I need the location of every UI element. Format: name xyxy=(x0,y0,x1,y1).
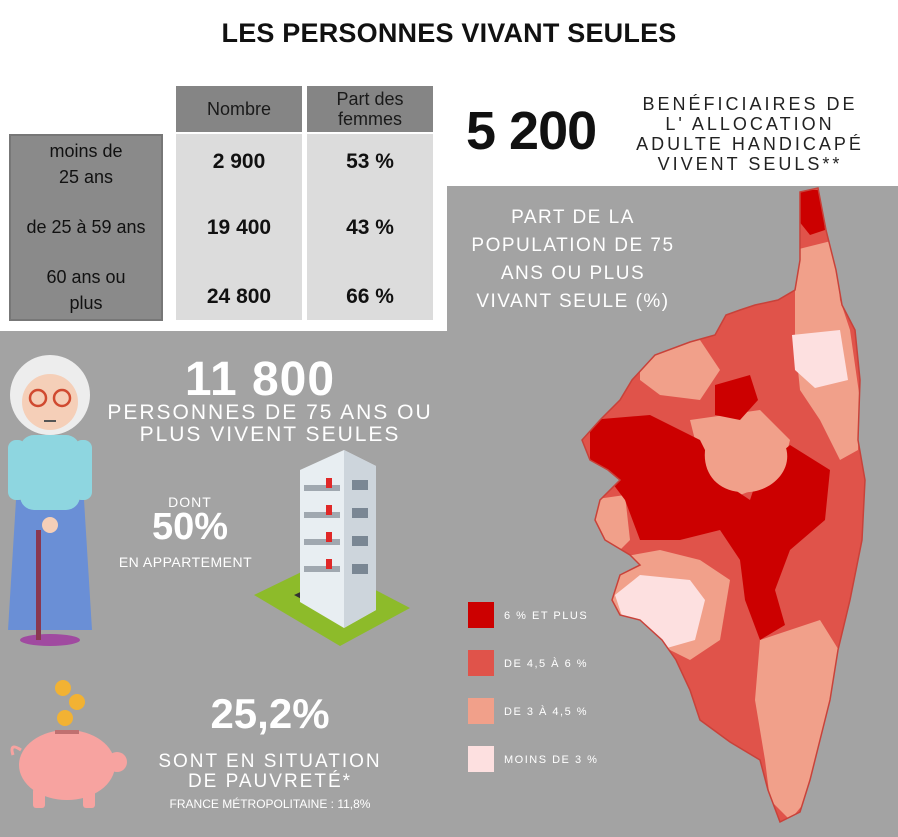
table-column-part-femmes: 53 % 43 % 66 % xyxy=(307,134,433,320)
legend-label: DE 3 À 4,5 % xyxy=(504,706,589,718)
seniors-value: 11 800 xyxy=(184,353,336,406)
map-title: PART DE LA POPULATION DE 75 ANS OU PLUS … xyxy=(471,207,675,312)
table-row-label: de 25 à 59 ans xyxy=(26,217,146,237)
table-cell: 66 % xyxy=(346,285,394,308)
legend-label: 6 % ET PLUS xyxy=(504,610,589,622)
table-row-labels: moins de 25 ans de 25 à 59 ans 60 ans ou… xyxy=(9,134,163,321)
legend-label: DE 4,5 À 6 % xyxy=(504,658,589,670)
table-row-label: moins de 25 ans xyxy=(49,141,123,187)
table-cell: 24 800 xyxy=(206,285,272,308)
map-zone xyxy=(704,425,788,493)
poverty-france-reference: FRANCE MÉTROPOLITAINE : 11,8% xyxy=(169,797,371,811)
table-header-part-femmes: Part des femmes xyxy=(307,86,433,132)
map-zone xyxy=(715,375,758,420)
map-zone xyxy=(640,340,720,400)
legend-swatch xyxy=(468,746,494,772)
page-title: LES PERSONNES VIVANT SEULES xyxy=(221,18,677,48)
dont-label: DONT xyxy=(168,494,212,510)
legend-label: MOINS DE 3 % xyxy=(504,754,599,766)
table-cell: 43 % xyxy=(346,216,394,239)
map-zone xyxy=(755,620,845,820)
grandmother-icon xyxy=(8,355,92,646)
map-zone xyxy=(798,190,825,235)
table-row-label: 60 ans ou plus xyxy=(46,267,126,313)
table-cell: 19 400 xyxy=(206,216,272,239)
map-zone xyxy=(700,775,730,795)
table-cell: 53 % xyxy=(346,150,394,173)
table-header-nombre: Nombre xyxy=(176,86,302,132)
map-zone xyxy=(792,330,848,388)
legend-swatch xyxy=(468,602,494,628)
handicap-description: BENÉFICIAIRES DE L' ALLOCATION ADULTE HA… xyxy=(636,94,864,174)
legend-swatch xyxy=(468,698,494,724)
legend-swatch xyxy=(468,650,494,676)
handicap-value: 5 200 xyxy=(466,101,597,161)
poverty-description: SONT EN SITUATION DE PAUVRETÉ* xyxy=(158,751,382,792)
map-legend: 6 % ET PLUS DE 4,5 À 6 % DE 3 À 4,5 % MO… xyxy=(468,602,618,772)
piggy-bank-icon xyxy=(10,680,127,808)
apartment-label: EN APPARTEMENT xyxy=(118,554,253,570)
corsica-map xyxy=(581,187,866,823)
table-cell: 2 900 xyxy=(212,150,266,173)
apartment-pct: 50% xyxy=(151,506,229,548)
table-column-nombre: 2 900 19 400 24 800 xyxy=(176,134,302,320)
apartment-building-icon xyxy=(254,450,410,646)
map-zone xyxy=(590,495,630,560)
poverty-value: 25,2% xyxy=(210,690,330,737)
seniors-description: PERSONNES DE 75 ANS OU PLUS VIVENT SEULE… xyxy=(107,401,433,446)
